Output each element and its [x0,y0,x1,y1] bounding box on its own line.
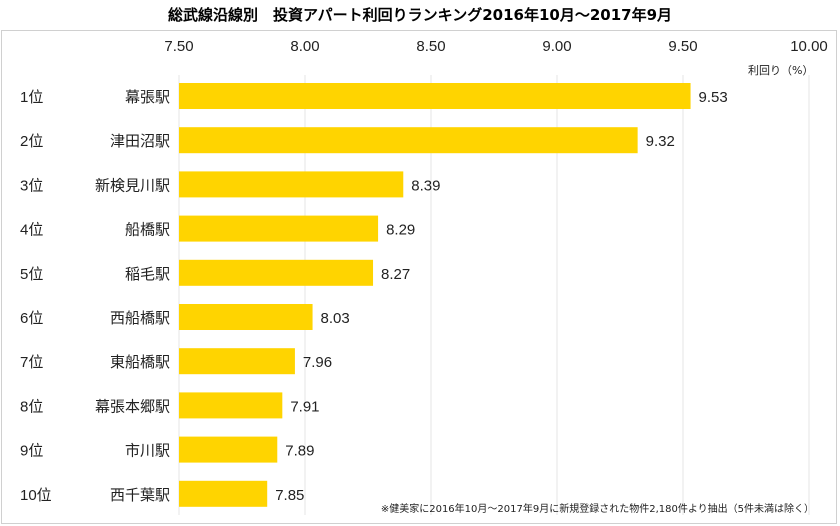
data-label: 7.89 [285,443,314,460]
bar [179,348,295,375]
x-axis-label: 利回り（%） [748,64,814,77]
category-label: 西船橋駅 [110,309,170,327]
x-tick-label: 8.00 [290,38,319,55]
category-label: 稲毛駅 [125,265,170,283]
rank-label: 9位 [20,443,43,460]
rank-label: 10位 [20,487,52,504]
rank-label: 4位 [20,222,43,239]
data-label: 8.27 [381,266,410,283]
category-label: 船橋駅 [125,221,170,239]
bar [179,304,313,330]
category-label: 市川駅 [125,442,170,460]
rank-label: 1位 [20,89,43,106]
bar [179,83,691,109]
rank-label: 6位 [20,310,43,327]
bar [179,215,379,242]
data-label: 7.96 [303,354,332,371]
chart-title: 総武線沿線別 投資アパート利回りランキング2016年10月～2017年9月 [167,6,673,24]
bar [179,392,283,419]
rank-label: 7位 [20,354,43,371]
footnote: ※健美家に2016年10月～2017年9月に新規登録された物件2,180件より抽… [380,504,814,515]
category-label: 津田沼駅 [110,132,170,150]
bar [179,127,638,154]
x-tick-label: 10.00 [790,38,828,55]
data-label: 7.91 [290,398,319,415]
bar [179,436,278,463]
x-tick-label: 8.50 [416,38,445,55]
data-label: 9.53 [699,89,728,106]
bar [179,480,268,507]
x-tick-label: 9.00 [542,38,571,55]
category-label: 東船橋駅 [110,353,170,371]
rank-label: 8位 [20,398,43,415]
category-label: 西千葉駅 [110,486,170,504]
data-label: 8.39 [411,177,440,194]
x-tick-label: 9.50 [668,38,697,55]
rank-label: 3位 [20,177,43,194]
rank-label: 2位 [20,133,43,150]
data-label: 8.03 [321,310,350,327]
category-label: 新検見川駅 [95,176,170,194]
category-label: 幕張本郷駅 [95,397,170,415]
category-label: 幕張駅 [125,88,170,106]
bar [179,259,374,286]
rank-label: 5位 [20,266,43,283]
chart-frame [1,30,837,524]
bar [179,171,404,198]
x-tick-label: 7.50 [164,38,193,55]
data-label: 8.29 [386,222,415,239]
data-label: 9.32 [646,133,675,150]
data-label: 7.85 [275,487,304,504]
